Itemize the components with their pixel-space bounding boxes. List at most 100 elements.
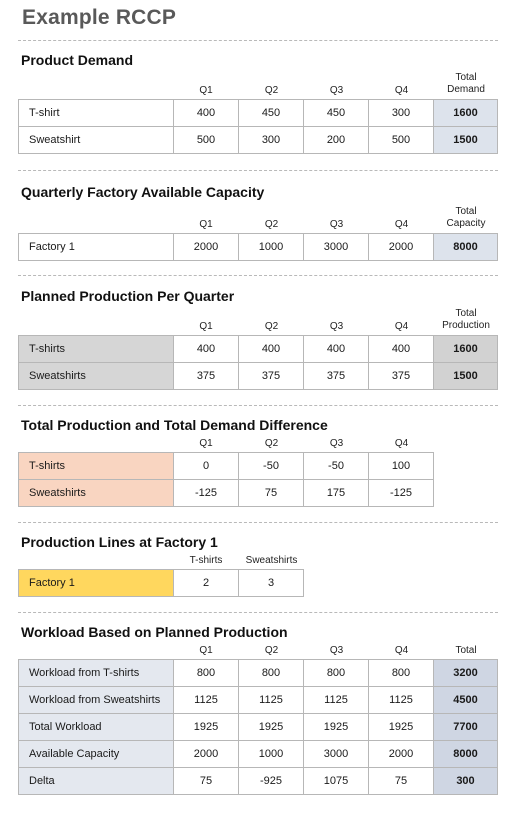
header-q1: Q1	[199, 321, 213, 332]
cell: 800	[303, 659, 369, 687]
cell: 75	[173, 767, 239, 795]
cell: 3000	[303, 740, 369, 768]
cell: 1125	[368, 686, 434, 714]
cell: 2000	[173, 740, 239, 768]
header-q1: Q1	[199, 85, 213, 96]
cell: 100	[368, 452, 434, 480]
section-title-workload: Workload Based on Planned Production	[21, 624, 288, 640]
divider	[18, 405, 498, 406]
cell: 2000	[173, 233, 239, 261]
cell: 375	[173, 362, 239, 390]
table-row: Delta 75 -925 1075 75 300	[18, 767, 498, 795]
cell: 1125	[238, 686, 304, 714]
section-title-difference: Total Production and Total Demand Differ…	[21, 417, 328, 433]
header-q4: Q4	[394, 645, 409, 656]
header-q4: Q4	[394, 321, 409, 332]
cell: 400	[368, 335, 434, 363]
cell: -125	[173, 479, 239, 507]
header-q4: Q4	[394, 219, 409, 230]
row-label: Factory 1	[18, 569, 174, 597]
cell: 1125	[303, 686, 369, 714]
cell: 400	[173, 335, 239, 363]
header-q1: Q1	[199, 438, 213, 449]
cell: 400	[173, 99, 239, 127]
cell: 3	[238, 569, 304, 597]
divider	[18, 522, 498, 523]
header-q1: Q1	[199, 219, 213, 230]
total-cell: 8000	[433, 740, 498, 768]
header-total: Total Demand	[434, 72, 498, 96]
total-cell: 3200	[433, 659, 498, 687]
section-title-capacity: Quarterly Factory Available Capacity	[21, 184, 265, 200]
cell: 800	[173, 659, 239, 687]
header-q2: Q2	[264, 219, 279, 230]
header-q3: Q3	[329, 321, 344, 332]
table-row: Factory 1 2000 1000 3000 2000 8000	[18, 233, 498, 261]
header-q2: Q2	[264, 645, 279, 656]
cell: 300	[368, 99, 434, 127]
workload-table: Workload from T-shirts 800 800 800 800 3…	[18, 659, 498, 795]
cell: 800	[368, 659, 434, 687]
row-label: Workload from Sweatshirts	[18, 686, 174, 714]
row-label: Factory 1	[18, 233, 174, 261]
header-q2: Q2	[264, 438, 279, 449]
row-label: T-shirts	[18, 452, 174, 480]
row-label: Available Capacity	[18, 740, 174, 768]
table-row: T-shirt 400 450 450 300 1600	[18, 99, 498, 127]
table-row: Sweatshirt 500 300 200 500 1500	[18, 126, 498, 154]
cell: 2000	[368, 233, 434, 261]
header-q3: Q3	[329, 645, 344, 656]
header-q3: Q3	[329, 85, 344, 96]
header-q4: Q4	[394, 85, 409, 96]
cell: 450	[303, 99, 369, 127]
difference-table: T-shirts 0 -50 -50 100 Sweatshirts -125 …	[18, 452, 434, 507]
header-total-line1: Total	[455, 206, 477, 217]
table-row: Factory 1 2 3	[18, 569, 304, 597]
cell: 375	[368, 362, 434, 390]
table-row: T-shirts 0 -50 -50 100	[18, 452, 434, 480]
total-cell: 1600	[433, 335, 498, 363]
total-cell: 7700	[433, 713, 498, 741]
section-title-product-demand: Product Demand	[21, 52, 134, 68]
page-title: Example RCCP	[22, 6, 177, 29]
cell: 1925	[368, 713, 434, 741]
cell: 175	[303, 479, 369, 507]
cell: -925	[238, 767, 304, 795]
row-label: T-shirts	[18, 335, 174, 363]
cell: -50	[303, 452, 369, 480]
header-q1: Q1	[199, 645, 213, 656]
header-total: Total	[455, 645, 477, 656]
cell: 75	[238, 479, 304, 507]
section-title-planned-production: Planned Production Per Quarter	[21, 288, 235, 304]
cell: 300	[238, 126, 304, 154]
cell: 1075	[303, 767, 369, 795]
header-total: Total Production	[434, 308, 498, 332]
header-sweatshirts: Sweatshirts	[245, 555, 298, 566]
total-cell: 300	[433, 767, 498, 795]
total-cell: 8000	[433, 233, 498, 261]
header-q3: Q3	[329, 438, 344, 449]
header-tshirts: T-shirts	[189, 555, 223, 566]
header-total-line2: Production	[442, 320, 490, 331]
row-label: T-shirt	[18, 99, 174, 127]
cell: 400	[303, 335, 369, 363]
divider	[18, 612, 498, 613]
capacity-table: Factory 1 2000 1000 3000 2000 8000	[18, 233, 498, 261]
cell: -125	[368, 479, 434, 507]
product-demand-table: T-shirt 400 450 450 300 1600 Sweatshirt …	[18, 99, 498, 154]
header-total-line1: Total	[455, 308, 477, 319]
row-label: Sweatshirts	[18, 362, 174, 390]
cell: 800	[238, 659, 304, 687]
table-row: T-shirts 400 400 400 400 1600	[18, 335, 498, 363]
planned-production-table: T-shirts 400 400 400 400 1600 Sweatshirt…	[18, 335, 498, 390]
cell: 1125	[173, 686, 239, 714]
divider	[18, 170, 498, 171]
cell: 375	[303, 362, 369, 390]
cell: 1925	[303, 713, 369, 741]
header-total: Total Capacity	[434, 206, 498, 230]
row-label: Sweatshirt	[18, 126, 174, 154]
header-q2: Q2	[264, 85, 279, 96]
header-total-line1: Total	[455, 72, 477, 83]
table-row: Available Capacity 2000 1000 3000 2000 8…	[18, 740, 498, 768]
table-row: Sweatshirts -125 75 175 -125	[18, 479, 434, 507]
